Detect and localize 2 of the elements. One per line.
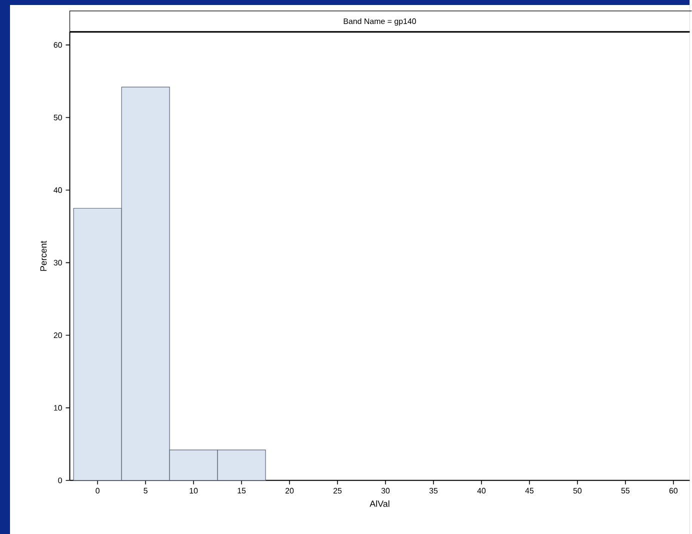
y-axis-title: Percent [40, 240, 47, 271]
x-axis-title: AlVal [370, 500, 390, 507]
